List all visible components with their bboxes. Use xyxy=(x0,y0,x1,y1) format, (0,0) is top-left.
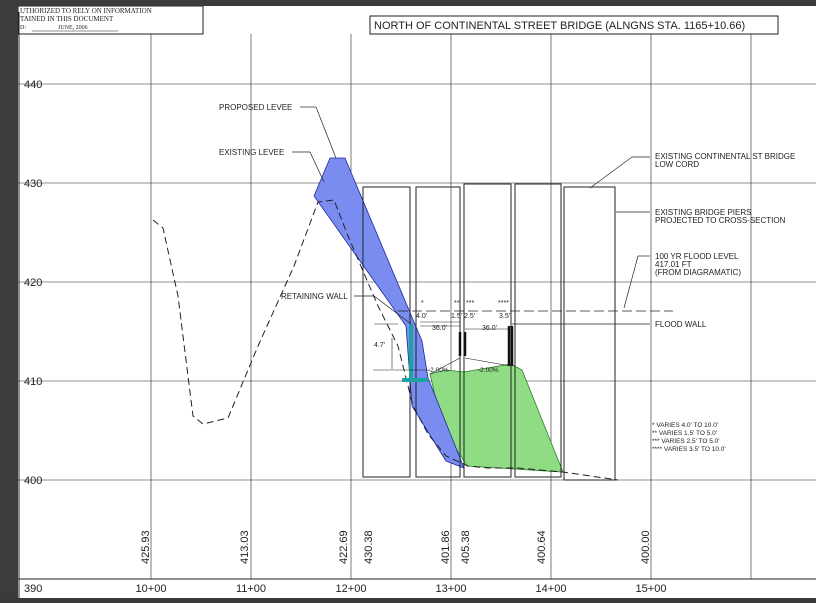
dimension-value: 3.5' xyxy=(499,313,510,320)
retaining-wall xyxy=(402,324,428,382)
slope-value: -2.00% xyxy=(478,367,499,374)
station-label: 15+00 xyxy=(636,583,667,595)
callouts xyxy=(292,106,650,325)
ground-elevation: 400.00 xyxy=(640,530,652,564)
elevation-label: 440 xyxy=(24,79,42,91)
elevation-label: 410 xyxy=(24,376,42,388)
legend: * VARIES 4.0' TO 10.0' ** VARIES 1.5' TO… xyxy=(652,422,726,453)
legend-item: * VARIES 4.0' TO 10.0' xyxy=(652,422,718,429)
retaining-wall-label: RETAINING WALL xyxy=(281,292,348,301)
bridge-low-cord-label: EXISTING CONTINENTAL ST BRIDGE xyxy=(655,152,795,161)
grid xyxy=(18,12,816,598)
ground-elevation: 401.86 xyxy=(440,530,452,564)
dimension-value: 4.7' xyxy=(374,342,385,349)
ground-elevation: 400.64 xyxy=(536,530,548,564)
drawing-sheet: UTHORIZED TO RELY ON INFORMATION TAINED … xyxy=(17,5,816,598)
bridge-low-cord-label: LOW CORD xyxy=(655,160,699,169)
dimension-marker: * xyxy=(421,300,424,307)
station-label: 11+00 xyxy=(236,583,266,595)
flood-level-label: (FROM DIAGRAMATIC) xyxy=(655,268,741,277)
ground-elevation: 422.69 xyxy=(338,530,350,564)
elevation-label: 390 xyxy=(24,583,42,595)
callout-labels: PROPOSED LEVEE EXISTING LEVEE RETAINING … xyxy=(219,103,795,329)
flood-walls xyxy=(458,326,514,366)
dimension-value: 36.0' xyxy=(432,325,447,332)
elevation-labels: 440 430 420 410 400 390 xyxy=(24,79,42,595)
dimension-value: 36.0' xyxy=(482,325,497,332)
authorization-note: UTHORIZED TO RELY ON INFORMATION TAINED … xyxy=(17,5,204,35)
dimension-lines xyxy=(373,321,512,375)
flood-wall-label: FLOOD WALL xyxy=(655,320,707,329)
section-title: NORTH OF CONTINENTAL STREET BRIDGE (ALNG… xyxy=(369,15,779,35)
ground-elevation: 430.38 xyxy=(363,530,375,564)
legend-item: ** VARIES 1.5' TO 5.0' xyxy=(652,430,717,437)
bridge-piers-label: PROJECTED TO CROSS-SECTION xyxy=(655,216,786,225)
dimension-marker: *** xyxy=(466,300,474,307)
station-label: 13+00 xyxy=(436,583,467,595)
bridge-piers xyxy=(362,183,616,481)
station-label: 12+00 xyxy=(336,583,367,595)
ground-elevation: 425.93 xyxy=(140,530,152,564)
ground-elevations: 425.93 413.03 422.69 430.38 401.86 405.3… xyxy=(140,530,652,564)
elevation-label: 430 xyxy=(24,178,42,190)
note-line-3: D: xyxy=(20,25,26,31)
station-label: 10+00 xyxy=(136,583,167,595)
dimension-labels: * ** *** **** 4.0' 1.5' 2.5' 3.5' 36.0' … xyxy=(374,300,510,374)
proposed-levee-label: PROPOSED LEVEE xyxy=(219,103,292,112)
legend-item: **** VARIES 3.5' TO 10.0' xyxy=(652,446,726,453)
bridge-piers-label: EXISTING BRIDGE PIERS xyxy=(655,208,751,217)
note-line-4: JUNE, 2006 xyxy=(58,25,88,31)
section-title-text: NORTH OF CONTINENTAL STREET BRIDGE (ALNG… xyxy=(374,20,745,32)
elevation-label: 420 xyxy=(24,277,42,289)
station-label: 14+00 xyxy=(536,583,567,595)
dimension-marker: **** xyxy=(498,300,509,307)
flood-level-label: 100 YR FLOOD LEVEL xyxy=(655,252,739,261)
flood-level-label: 417.01 FT xyxy=(655,260,692,269)
note-line-1: UTHORIZED TO RELY ON INFORMATION xyxy=(20,7,152,15)
proposed-levee-fill xyxy=(313,157,465,469)
dimension-value: 4.0' xyxy=(416,313,427,320)
existing-levee-label: EXISTING LEVEE xyxy=(219,148,284,157)
station-labels: 10+00 11+00 12+00 13+00 14+00 15+00 xyxy=(136,583,667,595)
dimension-marker: ** xyxy=(454,300,460,307)
cross-section-drawing: UTHORIZED TO RELY ON INFORMATION TAINED … xyxy=(17,5,816,598)
ground-elevation: 413.03 xyxy=(239,530,251,564)
existing-ground-line xyxy=(152,199,619,481)
ground-elevation: 405.38 xyxy=(460,530,472,564)
dimension-value: 2.5' xyxy=(464,313,475,320)
note-line-2: TAINED IN THIS DOCUMENT xyxy=(20,15,114,23)
legend-item: *** VARIES 2.5' TO 5.0' xyxy=(652,438,720,445)
elevation-label: 400 xyxy=(24,475,42,487)
slope-value: -2.00% xyxy=(428,367,449,374)
dimension-value: 1.5' xyxy=(451,313,462,320)
